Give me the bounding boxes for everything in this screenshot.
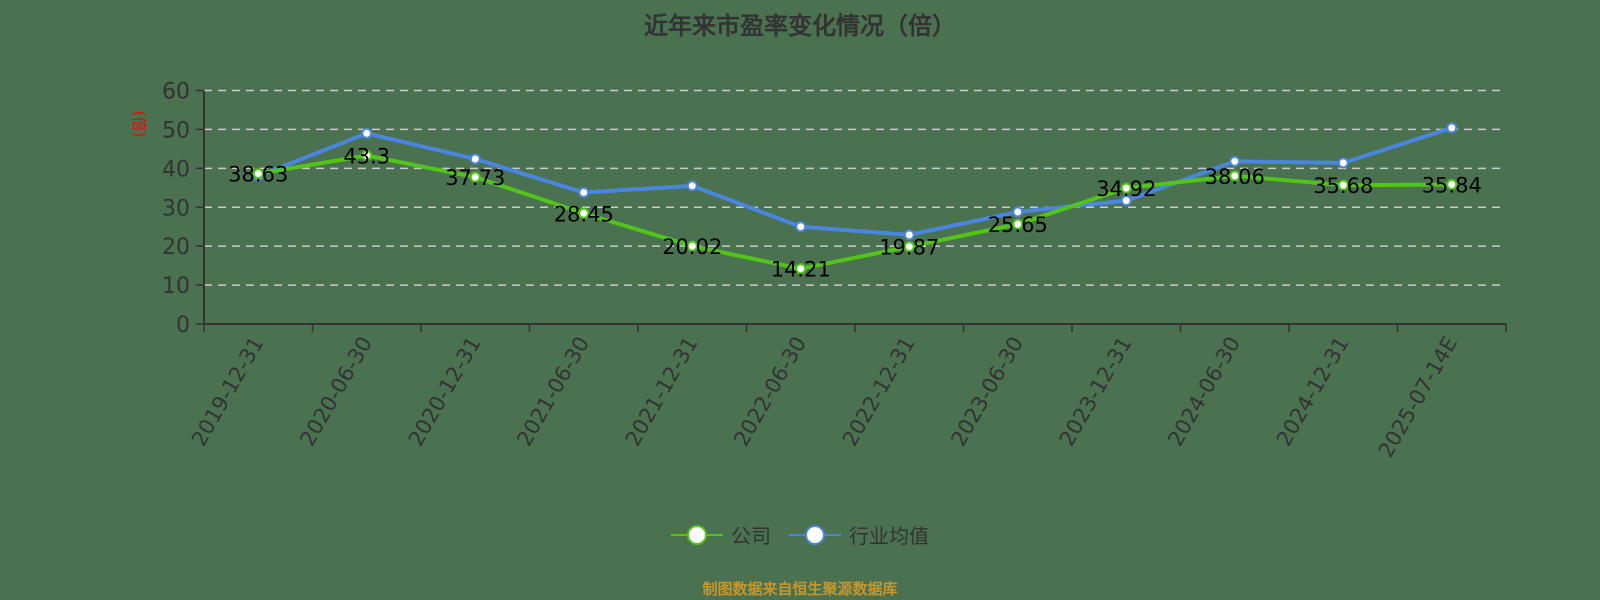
y-tick-label: 40 bbox=[162, 157, 190, 182]
x-tick-label: 2020-06-30 bbox=[295, 333, 377, 451]
data-point[interactable] bbox=[795, 221, 807, 233]
legend-circle-icon bbox=[789, 523, 841, 547]
chart-title: 近年来市盈率变化情况（倍） bbox=[644, 12, 956, 40]
y-tick-label: 0 bbox=[176, 313, 190, 338]
data-point[interactable] bbox=[578, 207, 590, 219]
data-point[interactable] bbox=[795, 263, 807, 275]
y-tick-label: 30 bbox=[162, 196, 190, 221]
x-tick-label: 2024-12-31 bbox=[1272, 333, 1354, 451]
data-label: 38.06 bbox=[1205, 165, 1265, 189]
data-point[interactable] bbox=[1012, 218, 1024, 230]
data-label: 34.92 bbox=[1096, 177, 1156, 201]
data-point[interactable] bbox=[903, 229, 915, 241]
x-tick-label: 2025-07-14E bbox=[1374, 333, 1462, 462]
legend-circle-icon bbox=[671, 523, 723, 547]
data-point[interactable] bbox=[1446, 179, 1458, 191]
x-tick-label: 2019-12-31 bbox=[187, 333, 269, 451]
data-point[interactable] bbox=[903, 241, 915, 253]
data-label: 43.3 bbox=[343, 144, 390, 168]
data-point[interactable] bbox=[361, 127, 373, 139]
data-point[interactable] bbox=[1337, 179, 1349, 191]
data-point[interactable] bbox=[1229, 170, 1241, 182]
y-tick-label: 50 bbox=[162, 118, 190, 143]
data-label: 25.65 bbox=[988, 213, 1048, 237]
y-tick-label: 20 bbox=[162, 235, 190, 260]
y-tick-label: 60 bbox=[162, 80, 190, 105]
y-tick-label: 10 bbox=[162, 274, 190, 299]
x-tick-label: 2021-06-30 bbox=[512, 333, 594, 451]
data-label: 38.63 bbox=[228, 163, 288, 187]
legend-label: 公司 bbox=[731, 524, 771, 548]
data-label: 28.45 bbox=[554, 202, 614, 226]
data-point[interactable] bbox=[1229, 155, 1241, 167]
x-tick-label: 2021-12-31 bbox=[621, 333, 703, 451]
data-label: 19.87 bbox=[879, 236, 939, 260]
data-point[interactable] bbox=[686, 180, 698, 192]
data-point[interactable] bbox=[469, 171, 481, 183]
data-point[interactable] bbox=[361, 149, 373, 161]
data-source-footer: 制图数据来自恒生聚源数据库 bbox=[702, 580, 898, 598]
data-point[interactable] bbox=[1446, 122, 1458, 134]
data-point[interactable] bbox=[686, 240, 698, 252]
data-label: 35.68 bbox=[1313, 174, 1373, 198]
legend-item-company[interactable]: 公司 bbox=[671, 520, 771, 549]
x-tick-label: 2022-12-31 bbox=[838, 333, 920, 451]
x-tick-label: 2023-12-31 bbox=[1055, 333, 1137, 451]
industry-average-line bbox=[257, 125, 1453, 237]
legend-label: 行业均值 bbox=[849, 524, 929, 548]
data-point[interactable] bbox=[469, 153, 481, 165]
data-point[interactable] bbox=[1012, 206, 1024, 218]
x-tick-label: 2024-06-30 bbox=[1163, 333, 1245, 451]
legend: 公司 行业均值 bbox=[0, 520, 1600, 549]
data-point[interactable] bbox=[578, 186, 590, 198]
data-label: 37.73 bbox=[445, 166, 505, 190]
y-axis-label: (倍) bbox=[130, 111, 148, 138]
data-point[interactable] bbox=[252, 168, 264, 180]
company-line bbox=[257, 153, 1452, 271]
data-label: 35.84 bbox=[1422, 174, 1482, 198]
data-label: 20.02 bbox=[662, 235, 722, 259]
x-tick-label: 2023-06-30 bbox=[946, 333, 1028, 451]
data-label: 14.21 bbox=[771, 258, 831, 282]
x-tick-label: 2020-12-31 bbox=[404, 333, 486, 451]
data-point[interactable] bbox=[1337, 157, 1349, 169]
data-point[interactable] bbox=[1120, 195, 1132, 207]
legend-item-industry-average[interactable]: 行业均值 bbox=[789, 520, 929, 549]
x-tick-label: 2022-06-30 bbox=[729, 333, 811, 451]
data-point[interactable] bbox=[1120, 182, 1132, 194]
